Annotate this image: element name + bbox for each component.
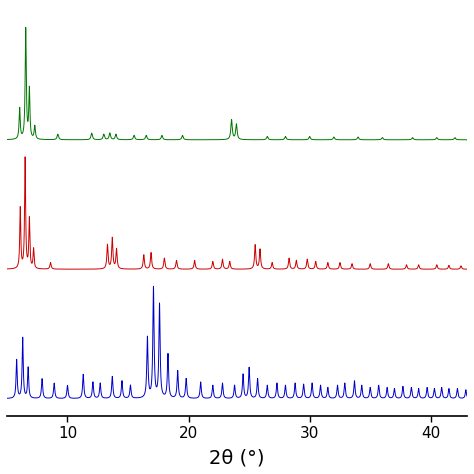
X-axis label: 2θ (°): 2θ (°) [209, 448, 265, 467]
